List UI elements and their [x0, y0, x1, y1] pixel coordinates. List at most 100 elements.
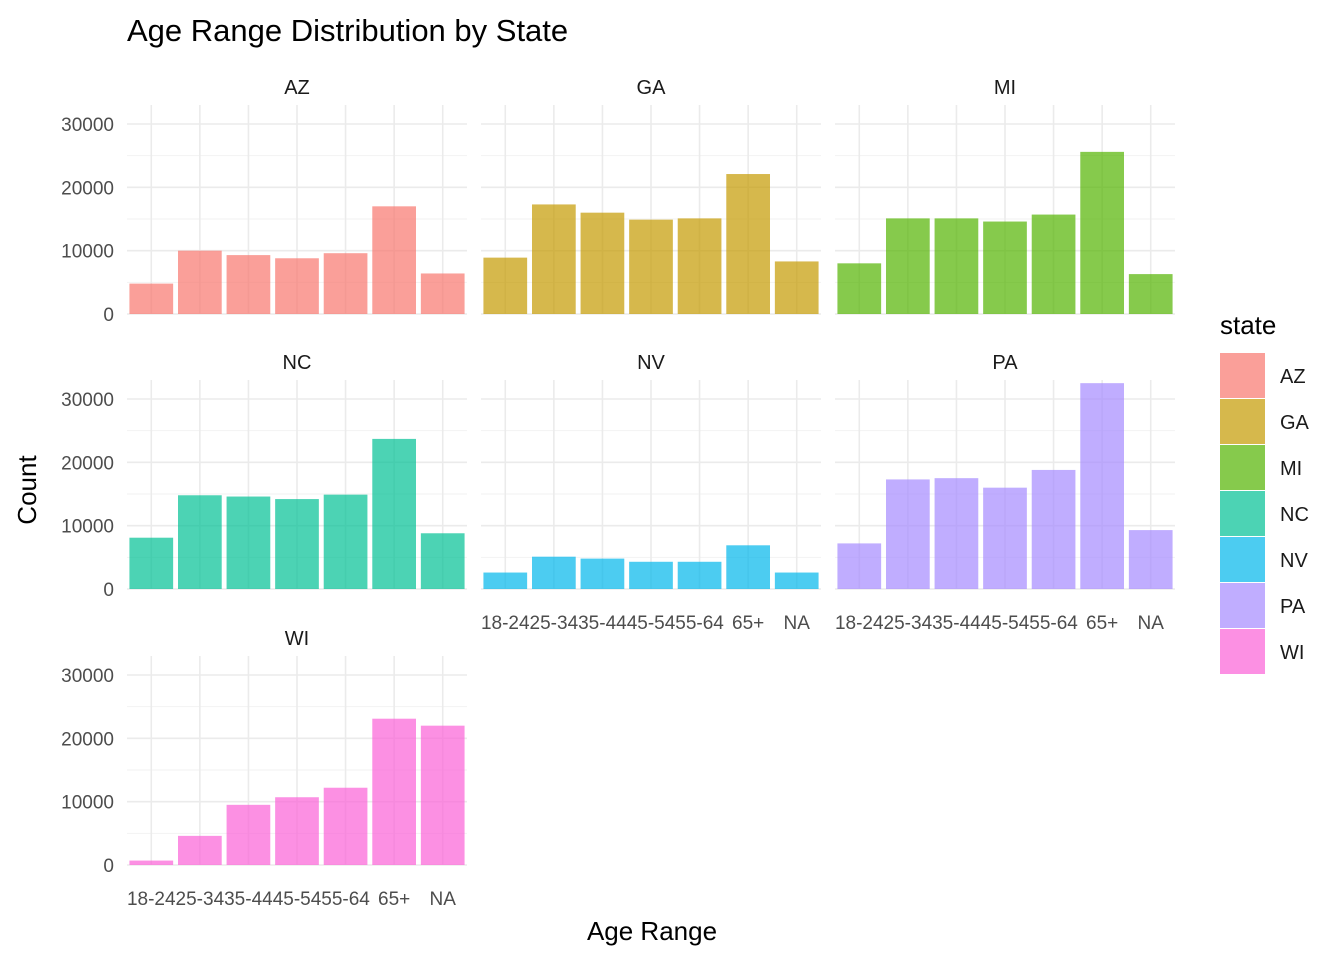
- bar-az-35-44: [226, 255, 271, 314]
- y-tick-label: 0: [103, 305, 114, 326]
- facet-label: NV: [637, 352, 665, 374]
- x-tick-label: 35-44: [932, 613, 981, 634]
- bar-nv-55-64: [677, 561, 722, 589]
- legend-title: state: [1220, 310, 1276, 340]
- x-tick-label: NA: [1138, 613, 1165, 634]
- x-tick-label: 18-24: [127, 889, 176, 910]
- panel-nv: NV 18-24 25-34 35-44 45-54 55-64 65+ NA: [481, 352, 821, 634]
- bar-nv-35-44: [580, 558, 625, 589]
- x-tick-label: 35-44: [224, 889, 273, 910]
- y-tick-label: 20000: [61, 178, 114, 199]
- legend-key-mi: [1220, 445, 1265, 490]
- panel-ga: GA: [481, 77, 821, 315]
- legend-key-wi: [1220, 629, 1265, 674]
- y-tick-label: 20000: [61, 453, 114, 474]
- facet-label: AZ: [284, 77, 310, 99]
- bar-nv-65+: [726, 545, 770, 589]
- bar-ga-18-24: [483, 257, 528, 314]
- bar-wi-65+: [372, 718, 416, 865]
- y-tick-label: 10000: [61, 793, 114, 814]
- facet-panels: AZ 0 10000 20000 30000 GA MI NC 0 10000 20000 30000…: [61, 77, 1175, 910]
- x-tick-label: 55-64: [675, 613, 724, 634]
- bar-az-18-24: [129, 283, 174, 314]
- bar-az-NA: [420, 273, 465, 314]
- bar-mi-65+: [1080, 151, 1124, 314]
- facet-label: PA: [992, 352, 1018, 374]
- x-tick-label: NA: [430, 889, 457, 910]
- x-tick-label: 45-54: [627, 613, 676, 634]
- bar-ga-45-54: [629, 219, 673, 314]
- x-tick-label: 45-54: [981, 613, 1030, 634]
- y-tick-label: 10000: [61, 517, 114, 538]
- bar-pa-NA: [1128, 530, 1173, 589]
- legend-key-ga: [1220, 399, 1265, 444]
- bar-nc-65+: [372, 438, 416, 589]
- bar-ga-35-44: [580, 212, 625, 314]
- x-tick-label: 65+: [378, 889, 410, 910]
- bar-wi-NA: [420, 725, 465, 865]
- bar-ga-65+: [726, 174, 770, 314]
- panel-az: AZ 0 10000 20000 30000: [61, 77, 467, 326]
- legend-label: NC: [1280, 504, 1309, 526]
- bar-mi-18-24: [837, 263, 882, 314]
- bar-wi-45-54: [275, 797, 319, 865]
- bar-wi-25-34: [178, 835, 222, 865]
- x-tick-label: NA: [784, 613, 811, 634]
- x-tick-label: 25-34: [884, 613, 933, 634]
- bar-mi-NA: [1128, 274, 1173, 314]
- y-tick-label: 0: [103, 580, 114, 601]
- legend-label: PA: [1280, 596, 1306, 618]
- bar-ga-NA: [774, 261, 819, 314]
- legend-label: MI: [1280, 458, 1302, 480]
- bar-nc-55-64: [323, 494, 368, 589]
- bar-pa-25-34: [886, 479, 930, 589]
- bar-nv-25-34: [532, 556, 576, 589]
- bar-mi-45-54: [983, 221, 1027, 314]
- bar-nc-NA: [420, 533, 465, 589]
- bar-wi-18-24: [129, 860, 174, 865]
- y-tick-label: 20000: [61, 729, 114, 750]
- bar-nv-NA: [774, 572, 819, 589]
- legend-key-nv: [1220, 537, 1265, 582]
- legend-key-az: [1220, 353, 1265, 398]
- bar-az-25-34: [178, 250, 222, 314]
- bar-nc-35-44: [226, 496, 271, 589]
- legend-key-pa: [1220, 583, 1265, 628]
- bar-mi-25-34: [886, 218, 930, 314]
- bar-wi-55-64: [323, 787, 368, 865]
- bar-ga-25-34: [532, 204, 576, 314]
- y-tick-label: 30000: [61, 115, 114, 136]
- bar-pa-55-64: [1031, 469, 1076, 589]
- x-tick-label: 25-34: [530, 613, 579, 634]
- bar-nc-25-34: [178, 495, 222, 589]
- legend: state AZ GA MI NC NV PA WI: [1220, 310, 1310, 674]
- bar-nc-45-54: [275, 499, 319, 589]
- y-axis-title: Count: [12, 455, 42, 525]
- x-tick-label: 18-24: [481, 613, 530, 634]
- bar-az-65+: [372, 206, 416, 314]
- panel-nc: NC 0 10000 20000 30000: [61, 352, 467, 601]
- x-tick-label: 55-64: [1029, 613, 1078, 634]
- bar-mi-55-64: [1031, 214, 1076, 314]
- panel-pa: PA 18-24 25-34 35-44 45-54 55-64 65+ NA: [835, 352, 1175, 634]
- bar-nv-45-54: [629, 561, 673, 589]
- legend-label: AZ: [1280, 366, 1306, 388]
- y-tick-label: 30000: [61, 390, 114, 411]
- x-tick-label: 45-54: [273, 889, 322, 910]
- bar-nc-18-24: [129, 537, 174, 589]
- x-tick-label: 65+: [1086, 613, 1118, 634]
- x-tick-label: 18-24: [835, 613, 884, 634]
- panel-mi: MI: [835, 77, 1175, 315]
- bar-mi-35-44: [934, 218, 979, 314]
- x-tick-label: 25-34: [176, 889, 225, 910]
- bar-pa-45-54: [983, 487, 1027, 589]
- x-tick-label: 65+: [732, 613, 764, 634]
- y-tick-label: 0: [103, 856, 114, 877]
- y-tick-label: 10000: [61, 242, 114, 263]
- bar-az-45-54: [275, 258, 319, 314]
- bar-pa-65+: [1080, 383, 1124, 589]
- bar-az-55-64: [323, 253, 368, 314]
- x-tick-label: 55-64: [321, 889, 370, 910]
- bar-ga-55-64: [677, 218, 722, 314]
